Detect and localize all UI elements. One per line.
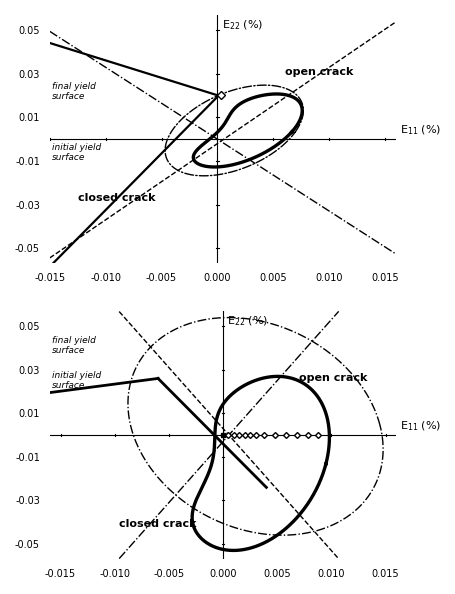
Text: E$_{11}$ (%): E$_{11}$ (%) bbox=[399, 124, 440, 137]
Text: closed crack: closed crack bbox=[78, 193, 155, 203]
Text: final yield
surface: final yield surface bbox=[52, 81, 96, 101]
Text: open crack: open crack bbox=[298, 374, 366, 384]
Text: E$_{22}$ (%): E$_{22}$ (%) bbox=[227, 315, 268, 328]
Text: initial yield
surface: initial yield surface bbox=[52, 371, 101, 390]
Text: closed crack: closed crack bbox=[119, 519, 197, 529]
Text: E$_{11}$ (%): E$_{11}$ (%) bbox=[399, 419, 440, 433]
Text: final yield
surface: final yield surface bbox=[52, 336, 96, 355]
Text: initial yield
surface: initial yield surface bbox=[52, 143, 101, 162]
Text: open crack: open crack bbox=[284, 67, 352, 77]
Text: E$_{22}$ (%): E$_{22}$ (%) bbox=[222, 19, 263, 32]
